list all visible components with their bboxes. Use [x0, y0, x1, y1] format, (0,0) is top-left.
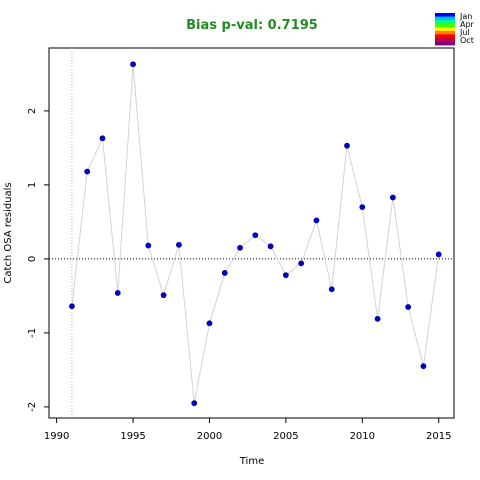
data-point [313, 217, 320, 224]
data-point [69, 303, 75, 310]
legend-swatch [435, 23, 455, 28]
x-tick-label: 2000 [197, 431, 222, 442]
y-tick-label: 2 [27, 108, 38, 114]
x-tick-label: 2015 [426, 431, 451, 442]
data-point [420, 363, 427, 370]
data-point [221, 270, 228, 276]
reference-lines [49, 48, 454, 418]
x-axis: 1990 1995 2000 2005 2010 2015 [44, 418, 451, 442]
data-point [298, 260, 305, 267]
legend-swatch [435, 13, 455, 17]
data-point [84, 168, 91, 175]
x-tick-label: 1995 [120, 431, 145, 442]
data-point [435, 251, 442, 258]
x-tick-label: 1990 [44, 431, 69, 442]
data-point [206, 320, 213, 327]
legend-swatch [435, 34, 455, 39]
data-point [389, 194, 396, 201]
data-point [99, 135, 106, 142]
plot-frame [48, 47, 455, 419]
data-point [328, 286, 335, 293]
legend-label: Apr [460, 20, 475, 29]
data-point [160, 292, 167, 299]
data-point [282, 272, 289, 279]
legend-swatch [435, 30, 455, 35]
data-point [191, 400, 198, 407]
y-tick-label: 0 [27, 256, 38, 262]
legend-swatch [435, 27, 455, 32]
chart-title: Bias p-val: 0.7195 [186, 18, 318, 33]
data-point [145, 242, 152, 249]
x-tick-label: 2010 [350, 431, 375, 442]
y-axis-label: Catch OSA residuals [3, 182, 14, 283]
legend-label: Jul [459, 28, 470, 37]
legend-swatch [435, 37, 455, 42]
x-axis-label: Time [239, 456, 264, 467]
legend-label: Jan [459, 12, 472, 21]
legend-swatch [435, 16, 455, 21]
data-point [344, 142, 350, 149]
data-point [359, 204, 366, 210]
y-axis: -2 -1 0 1 2 [27, 108, 49, 412]
y-tick-label: -2 [27, 402, 38, 412]
data-point [374, 315, 381, 322]
y-tick-label: 1 [27, 182, 38, 188]
data-points [69, 61, 442, 407]
data-point [252, 232, 259, 239]
y-tick-label: -1 [27, 328, 38, 338]
data-point [267, 243, 274, 250]
data-point [130, 61, 136, 68]
x-tick-label: 2005 [273, 431, 298, 442]
data-point [405, 304, 412, 310]
legend-swatch [435, 20, 455, 25]
legend-swatch [435, 41, 455, 46]
data-point [114, 290, 121, 296]
legend-label: Oct [460, 36, 474, 45]
data-point [176, 241, 182, 248]
data-point [237, 244, 243, 251]
